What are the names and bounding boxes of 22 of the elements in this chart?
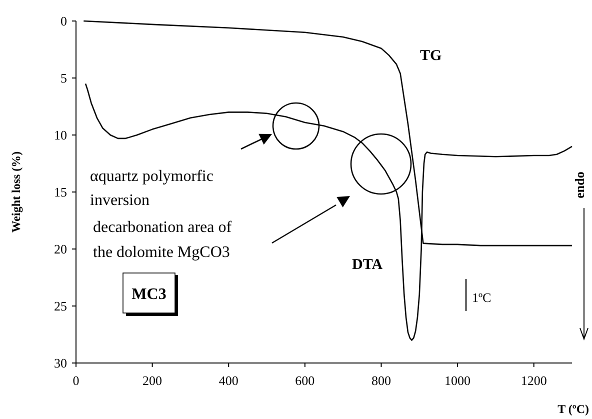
y-tick-label: 0: [60, 14, 67, 28]
x-axis-title: T (ºC): [558, 402, 590, 416]
x-tick-label: 800: [371, 373, 391, 388]
x-tick-label: 1000: [444, 373, 471, 388]
x-tick-label: 0: [72, 373, 80, 388]
annotation: decarbonation area of the dolomite MgCO3: [93, 219, 232, 261]
series-label: TG: [420, 48, 442, 64]
text: endo: [572, 172, 587, 198]
x-tick-label: 600: [295, 373, 315, 388]
x-tick-label: 400: [218, 373, 238, 388]
series-label: DTA: [352, 257, 383, 273]
y-tick-label: 5: [60, 70, 67, 86]
annotation: MC3: [132, 286, 166, 303]
annotation: 1ºC: [472, 290, 492, 305]
y-tick-label: 25: [54, 298, 67, 314]
y-tick-label: 10: [54, 128, 67, 142]
y-axis-title: Weight loss (%): [9, 151, 23, 233]
y-tick-label: 20: [54, 242, 67, 256]
x-tick-label: 1200: [520, 373, 547, 388]
y-tick-label: 15: [54, 184, 67, 200]
y-tick-label: 30: [54, 356, 67, 370]
x-tick-label: 200: [142, 373, 162, 388]
